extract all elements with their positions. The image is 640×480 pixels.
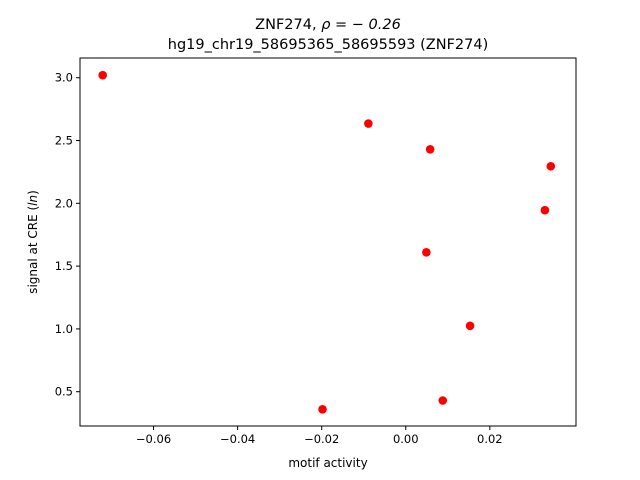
data-point-5 — [540, 205, 550, 215]
x-tick-label-2: −0.04 — [220, 432, 255, 446]
y-axis-label: signal at CRE (ln) — [26, 190, 40, 294]
title-gene: ZNF274, — [255, 17, 321, 33]
y-tick-label-1: 0.5 — [55, 385, 73, 399]
title-rho: ρ = − 0.26 — [321, 17, 401, 33]
plot-frame — [79, 57, 577, 427]
plot-area: −0.06 −0.04 −0.02 0.00 0.02 0.5 1.0 1.5 2.0 2.5 3.… — [55, 57, 577, 446]
y-tick-label-6: 3.0 — [55, 71, 73, 85]
y-tick-label-2: 1.0 — [55, 322, 73, 336]
chart-title-line1: ZNF274, ρ = − 0.26 — [255, 17, 401, 33]
chart-title-line2: hg19_chr19_58695365_58695593 (ZNF274) — [168, 37, 489, 53]
y-tick-label-3: 1.5 — [55, 259, 73, 273]
data-point-2 — [364, 119, 373, 128]
data-point-8 — [318, 404, 327, 414]
data-point-9 — [438, 396, 448, 405]
y-axis-label-suffix: ) — [26, 190, 40, 195]
data-point-7 — [465, 321, 475, 331]
y-axis-label-ln: ln — [26, 195, 40, 206]
x-axis-label: motif activity — [288, 456, 367, 470]
data-point-6 — [422, 247, 431, 257]
y-tick-label-5: 2.5 — [55, 134, 73, 148]
x-tick-label-3: −0.02 — [304, 432, 339, 446]
data-point-3 — [425, 145, 435, 154]
y-axis-label-prefix: signal at CRE ( — [26, 206, 40, 294]
x-tick-label-5: 0.02 — [477, 432, 503, 446]
data-point-4 — [546, 161, 556, 171]
data-point-1 — [98, 70, 107, 80]
y-tick-label-4: 2.0 — [55, 196, 73, 210]
x-tick-label-4: 0.00 — [393, 432, 419, 446]
x-tick-label-1: −0.06 — [136, 432, 171, 446]
